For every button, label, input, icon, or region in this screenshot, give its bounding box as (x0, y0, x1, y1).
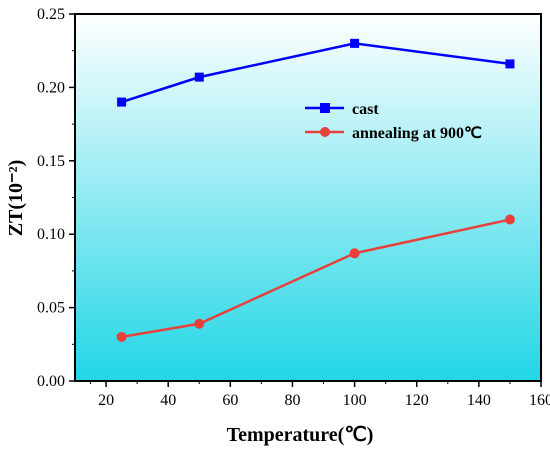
data-point-s1-3 (504, 214, 515, 225)
plot-background (75, 14, 541, 381)
data-point-s0-2 (350, 38, 360, 48)
y-tick-label-0.05: 0.05 (37, 300, 65, 317)
y-tick-label-0.20: 0.20 (37, 79, 65, 96)
x-axis-title: Temperature(℃) (227, 424, 374, 446)
legend-label-annealing: annealing at 900℃ (352, 125, 482, 142)
y-tick-label-0.25: 0.25 (37, 6, 65, 23)
y-tick-label-0.00: 0.00 (37, 373, 65, 390)
data-point-s0-3 (505, 59, 515, 69)
series-line-1 (121, 218, 511, 339)
data-point-s0-0 (117, 97, 127, 107)
legend-label-cast: cast (352, 101, 379, 118)
y-axis: 0.00 0.05 0.10 0.15 0.20 0.25 (37, 6, 75, 390)
y-tick-label-0.10: 0.10 (37, 226, 65, 243)
series-line-0 (121, 42, 511, 104)
y-axis-title: ZT(10⁻²) (5, 160, 27, 237)
series-layer (116, 38, 515, 342)
x-tick-label-60: 60 (222, 392, 238, 409)
y-tick-label-0.15: 0.15 (37, 153, 65, 170)
x-tick-label-120: 120 (405, 392, 429, 409)
data-point-s0-1 (194, 72, 204, 82)
x-tick-label-160: 160 (529, 392, 550, 409)
x-tick-label-20: 20 (98, 392, 114, 409)
data-point-s1-0 (116, 331, 127, 342)
x-axis: 20 40 60 80 100 120 140 160 (90, 381, 550, 409)
x-tick-label-100: 100 (343, 392, 367, 409)
data-point-s1-1 (194, 318, 205, 329)
x-tick-label-140: 140 (467, 392, 491, 409)
legend: cast annealing at 900℃ (305, 101, 482, 142)
x-tick-label-40: 40 (160, 392, 176, 409)
legend-swatch-marker-annealing (320, 127, 330, 137)
data-point-s1-2 (349, 248, 360, 259)
x-tick-label-80: 80 (284, 392, 300, 409)
legend-swatch-marker-cast (320, 103, 330, 113)
